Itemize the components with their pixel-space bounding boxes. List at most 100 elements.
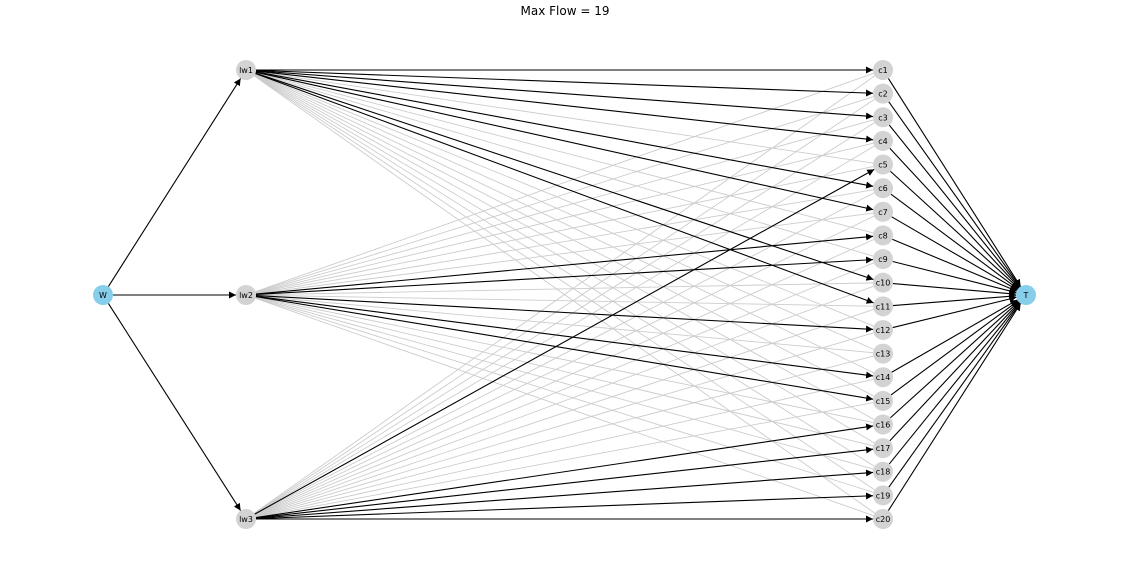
node-label: c9 [878, 255, 888, 264]
node-c14: c14 [873, 367, 893, 388]
flow-edge-lw1-c4 [255, 70, 874, 143]
node-label: c11 [876, 302, 891, 311]
flow-edge-W-lw3 [107, 303, 242, 511]
node-c5: c5 [873, 154, 893, 175]
node-T: T [1016, 285, 1036, 305]
node-c15: c15 [873, 390, 893, 411]
unused-edge-lw1-c14 [254, 73, 875, 374]
node-c2: c2 [873, 83, 893, 104]
node-c10: c10 [873, 272, 893, 293]
flow-edge-c10-T [892, 282, 1017, 298]
node-W: W [93, 285, 113, 305]
node-label: lw3 [239, 515, 253, 524]
node-label: c8 [878, 231, 888, 240]
node-c1: c1 [873, 60, 893, 80]
unused-edge-lw3-c15 [255, 402, 874, 518]
unused-edge-lw3-c11 [255, 309, 874, 517]
node-c3: c3 [873, 107, 893, 128]
unused-edge-lw3-c2 [254, 98, 875, 514]
node-circle [873, 319, 893, 340]
flow-edge-lw3-c16 [255, 423, 874, 519]
node-circle [1016, 285, 1036, 305]
flow-edge-lw2-c9 [255, 256, 874, 295]
unused-edge-lw2-c1 [255, 72, 874, 293]
flow-edge-c19-T [888, 302, 1021, 488]
node-c7: c7 [873, 201, 893, 222]
flow-edge-lw2-c8 [255, 233, 874, 295]
node-circle [873, 178, 893, 199]
node-circle [873, 343, 893, 364]
unused-edge-lw1-c16 [254, 74, 875, 421]
flow-edge-c2-T [888, 101, 1021, 288]
node-c16: c16 [873, 414, 893, 435]
node-circle [873, 83, 893, 104]
flow-edge-lw3-c19 [255, 492, 874, 520]
node-label: c18 [876, 468, 891, 477]
flow-edge-c16-T [890, 301, 1019, 419]
flow-edge-lw2-c12 [255, 294, 874, 333]
unused-edge-lw1-c5 [255, 71, 874, 164]
node-label: c15 [876, 397, 891, 406]
node-c18: c18 [873, 461, 893, 482]
unused-edge-lw2-c19 [255, 297, 874, 493]
flow-edge-c11-T [892, 292, 1017, 307]
unused-edge-lw1-c13 [254, 73, 875, 350]
flow-edge-lw1-c11 [255, 72, 874, 304]
node-circle [873, 367, 893, 388]
node-circle [873, 509, 893, 529]
flow-edge-lw1-c3 [255, 70, 874, 120]
node-circle [873, 390, 893, 411]
unused-edge-lw1-c18 [254, 74, 875, 467]
flow-edge-c17-T [889, 301, 1020, 442]
node-label: c20 [876, 515, 891, 524]
unused-edge-lw1-c9 [255, 72, 874, 257]
node-c6: c6 [873, 178, 893, 199]
diagram-title: Max Flow = 19 [520, 4, 610, 18]
node-c12: c12 [873, 319, 893, 340]
node-label: c6 [878, 184, 888, 193]
flow-edge-lw2-c14 [255, 295, 874, 379]
node-label: c19 [876, 491, 891, 500]
flow-edge-W-lw1 [107, 78, 242, 287]
node-circle [873, 296, 893, 317]
node-circle [93, 285, 113, 305]
node-c19: c19 [873, 485, 893, 506]
unused-edge-lw2-c10 [255, 282, 874, 296]
node-circle [873, 201, 893, 222]
unused-edge-lw3-c4 [254, 145, 875, 515]
node-circle [236, 509, 256, 529]
node-circle [873, 414, 893, 435]
unused-edge-lw3-c3 [254, 122, 875, 515]
unused-edge-lw1-c17 [254, 74, 875, 444]
unused-edge-lw3-c12 [255, 332, 874, 517]
node-circle [873, 107, 893, 128]
node-c4: c4 [873, 130, 893, 151]
unused-edge-lw2-c18 [255, 297, 874, 470]
node-label: c12 [876, 326, 891, 335]
unused-edge-lw1-c12 [255, 73, 874, 327]
node-lw1: lw1 [236, 60, 256, 80]
node-label: c10 [876, 279, 891, 288]
flow-edge-c14-T [891, 299, 1018, 373]
flow-edge-lw3-c17 [255, 446, 874, 519]
unused-edges-layer [253, 71, 876, 518]
unused-edge-lw3-c7 [254, 215, 875, 516]
node-label: c16 [876, 420, 891, 429]
flow-edge-c12-T [892, 295, 1017, 329]
flow-edge-lw3-c18 [255, 469, 874, 519]
unused-edge-lw2-c6 [255, 189, 874, 294]
node-label: lw2 [239, 291, 253, 300]
node-c8: c8 [873, 225, 893, 246]
unused-edge-lw3-c8 [254, 239, 875, 516]
flow-edge-lw1-c2 [255, 69, 874, 97]
node-circle [873, 249, 893, 270]
flow-edge-c20-T [887, 303, 1022, 511]
node-label: W [99, 291, 107, 300]
node-circle [873, 60, 893, 80]
node-circle [873, 130, 893, 151]
unused-edge-lw3-c9 [255, 262, 874, 516]
node-circle [873, 225, 893, 246]
flow-edges-layer [107, 66, 1022, 523]
unused-edge-lw2-c11 [255, 294, 874, 307]
